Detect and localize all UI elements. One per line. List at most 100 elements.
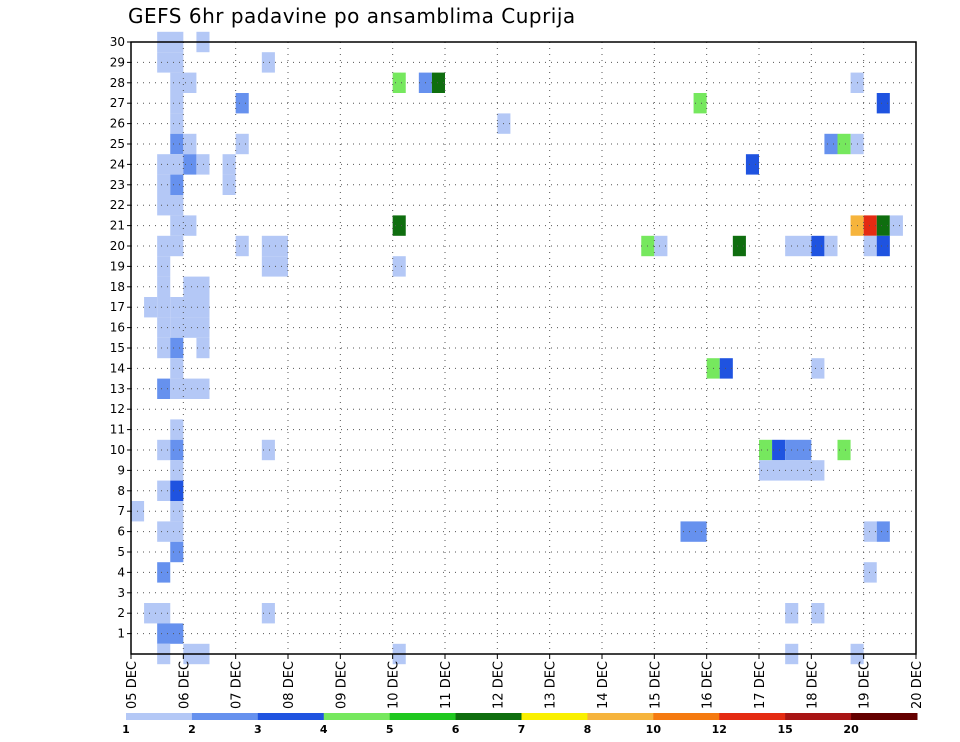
precip-cell (261, 256, 288, 277)
precip-cell (261, 235, 288, 257)
precip-cell (157, 480, 171, 501)
legend-label: 8 (584, 723, 592, 736)
legend-swatch (191, 713, 259, 720)
precip-cell (157, 439, 171, 461)
precip-cell (157, 317, 171, 338)
precip-cell (183, 276, 210, 297)
legend-label: 15 (778, 723, 793, 736)
precip-cell (170, 72, 197, 93)
precip-cell (157, 52, 184, 73)
precip-cell (235, 133, 249, 155)
precip-cell (392, 256, 406, 277)
precip-cell (170, 174, 184, 195)
x-tick-label: 09 DEC (334, 661, 349, 709)
legend-swatch (455, 713, 522, 720)
precip-cell (157, 195, 184, 216)
precip-cell (431, 72, 445, 93)
precip-cell (876, 521, 890, 542)
y-tick-label: 3 (117, 586, 125, 600)
precip-cell (183, 133, 197, 155)
y-tick-label: 17 (110, 300, 125, 314)
legend-label: 6 (452, 723, 460, 736)
legend-label: 1 (122, 723, 130, 736)
x-tick-label: 17 DEC (753, 661, 768, 709)
precip-cell (157, 521, 184, 542)
precip-cell (392, 215, 406, 236)
y-tick-label: 8 (117, 484, 125, 498)
precip-cell (222, 154, 236, 175)
precip-cell (772, 439, 786, 461)
precip-cell (157, 174, 171, 195)
precip-cell (745, 154, 759, 175)
legend-label: 4 (320, 723, 328, 736)
precip-cell (785, 439, 812, 461)
precip-cell (170, 378, 210, 399)
chart-title: GEFS 6hr padavine po ansamblima Cuprija (128, 4, 576, 28)
precip-cell (157, 297, 171, 318)
y-tick-label: 9 (117, 463, 125, 477)
y-tick-label: 1 (117, 627, 125, 641)
y-tick-label: 28 (110, 76, 125, 90)
precip-cell (170, 317, 210, 338)
x-tick-label: 13 DEC (544, 661, 559, 709)
precip-cell (261, 52, 275, 73)
precip-cell (680, 521, 707, 542)
x-tick-label: 12 DEC (491, 661, 506, 709)
legend-label: 3 (254, 723, 262, 736)
cells-layer (131, 31, 903, 665)
precip-cell (196, 154, 210, 175)
precip-cell (837, 133, 851, 155)
x-tick-label: 15 DEC (648, 661, 663, 709)
precip-cell (261, 603, 275, 624)
precip-cell (157, 154, 184, 175)
legend-label: 5 (386, 723, 394, 736)
legend-swatch (323, 713, 391, 720)
y-tick-label: 15 (110, 341, 125, 355)
precip-cell (811, 235, 825, 257)
y-tick-label: 16 (110, 321, 125, 335)
legend-swatch (257, 713, 325, 720)
grid-layer (131, 42, 916, 654)
y-tick-label: 11 (110, 423, 125, 437)
y-tick-label: 23 (110, 178, 125, 192)
color-legend: 1 2 3 4 5 6 7 8 10 12 15 20 (122, 713, 918, 736)
legend-swatch (521, 713, 588, 720)
precip-cell (170, 133, 184, 155)
x-tick-label: 19 DEC (858, 661, 873, 709)
precip-cell (811, 358, 825, 379)
legend-label: 7 (518, 723, 526, 736)
precip-cell (732, 235, 746, 257)
precip-cell (863, 521, 877, 542)
y-tick-label: 22 (110, 198, 125, 212)
precip-cell (876, 235, 890, 257)
precip-cell (170, 337, 184, 359)
legend-swatch (389, 713, 457, 720)
x-tick-label: 18 DEC (805, 661, 820, 709)
y-tick-label: 30 (110, 35, 125, 49)
y-tick-label: 27 (110, 96, 125, 110)
y-tick-label: 29 (110, 55, 125, 69)
precip-cell (170, 93, 184, 114)
precip-cell (157, 378, 171, 399)
precip-cell (654, 235, 668, 257)
precip-cell (261, 439, 275, 461)
precip-cell (170, 480, 184, 501)
precip-cell (876, 215, 890, 236)
precip-cell (157, 235, 184, 257)
y-tick-label: 21 (110, 219, 125, 233)
x-tick-label: 14 DEC (596, 661, 611, 709)
x-tick-label: 11 DEC (439, 661, 454, 709)
precip-cell (824, 235, 838, 257)
precip-cell (863, 235, 877, 257)
legend-swatch (719, 713, 786, 720)
legend-swatch (785, 713, 852, 720)
x-tick-label: 10 DEC (387, 661, 402, 709)
precip-cell (144, 603, 171, 624)
precip-cell (693, 93, 707, 114)
precip-cell (170, 419, 184, 440)
x-tick-label: 16 DEC (701, 661, 716, 709)
precip-cell (170, 501, 184, 522)
precip-cell (392, 72, 406, 93)
legend-swatch (653, 713, 720, 720)
y-tick-label: 4 (117, 565, 125, 579)
